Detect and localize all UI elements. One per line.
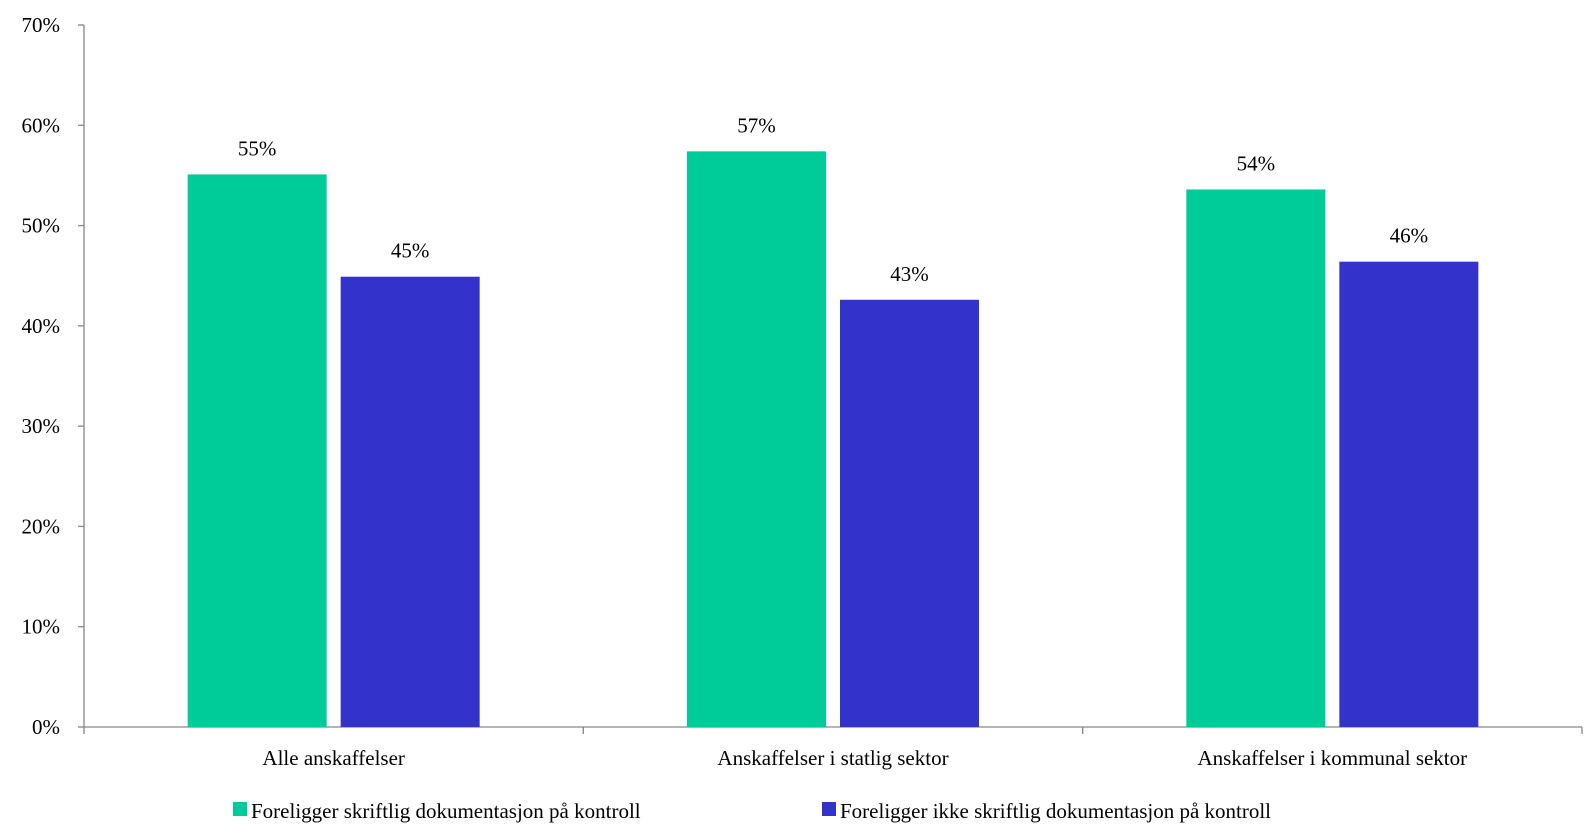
data-label: 43% (890, 262, 929, 286)
legend-swatch (822, 802, 836, 816)
bar (340, 276, 480, 727)
legend-swatch (233, 802, 247, 816)
x-axis: Alle anskaffelser Anskaffelser i statlig … (83, 726, 1583, 770)
data-label: 46% (1390, 224, 1429, 248)
x-category-label: Anskaffelser i statlig sektor (717, 746, 948, 770)
legend-label: Foreligger skriftlig dokumentasjon på ko… (251, 799, 641, 823)
y-tick-label: 30% (22, 414, 61, 438)
y-tick-label: 20% (22, 514, 61, 538)
y-tick-label: 0% (32, 715, 60, 739)
data-label: 45% (391, 239, 430, 263)
legend: Foreligger skriftlig dokumentasjon på ko… (233, 799, 1271, 823)
bar (1339, 261, 1479, 727)
bar (687, 151, 826, 728)
legend-label: Foreligger ikke skriftlig dokumentasjon … (840, 799, 1271, 823)
data-label: 54% (1237, 151, 1276, 175)
y-tick-label: 10% (22, 615, 61, 639)
y-tick-label: 60% (22, 113, 61, 137)
bars (187, 151, 1479, 728)
y-tick-label: 50% (22, 214, 61, 238)
y-axis: 0% 10% 20% 30% 40% 50% 60% 70% (22, 13, 85, 739)
bar (187, 174, 327, 727)
data-label: 57% (737, 113, 776, 137)
x-category-label: Anskaffelser i kommunal sektor (1198, 746, 1468, 770)
bar (1186, 189, 1326, 727)
data-labels: 55% 45% 57% 43% 54% 46% (238, 113, 1428, 285)
bar (840, 299, 979, 727)
y-tick-label: 40% (22, 314, 61, 338)
data-label: 55% (238, 136, 277, 160)
y-tick-label: 70% (22, 13, 61, 37)
x-category-label: Alle anskaffelser (262, 746, 404, 770)
